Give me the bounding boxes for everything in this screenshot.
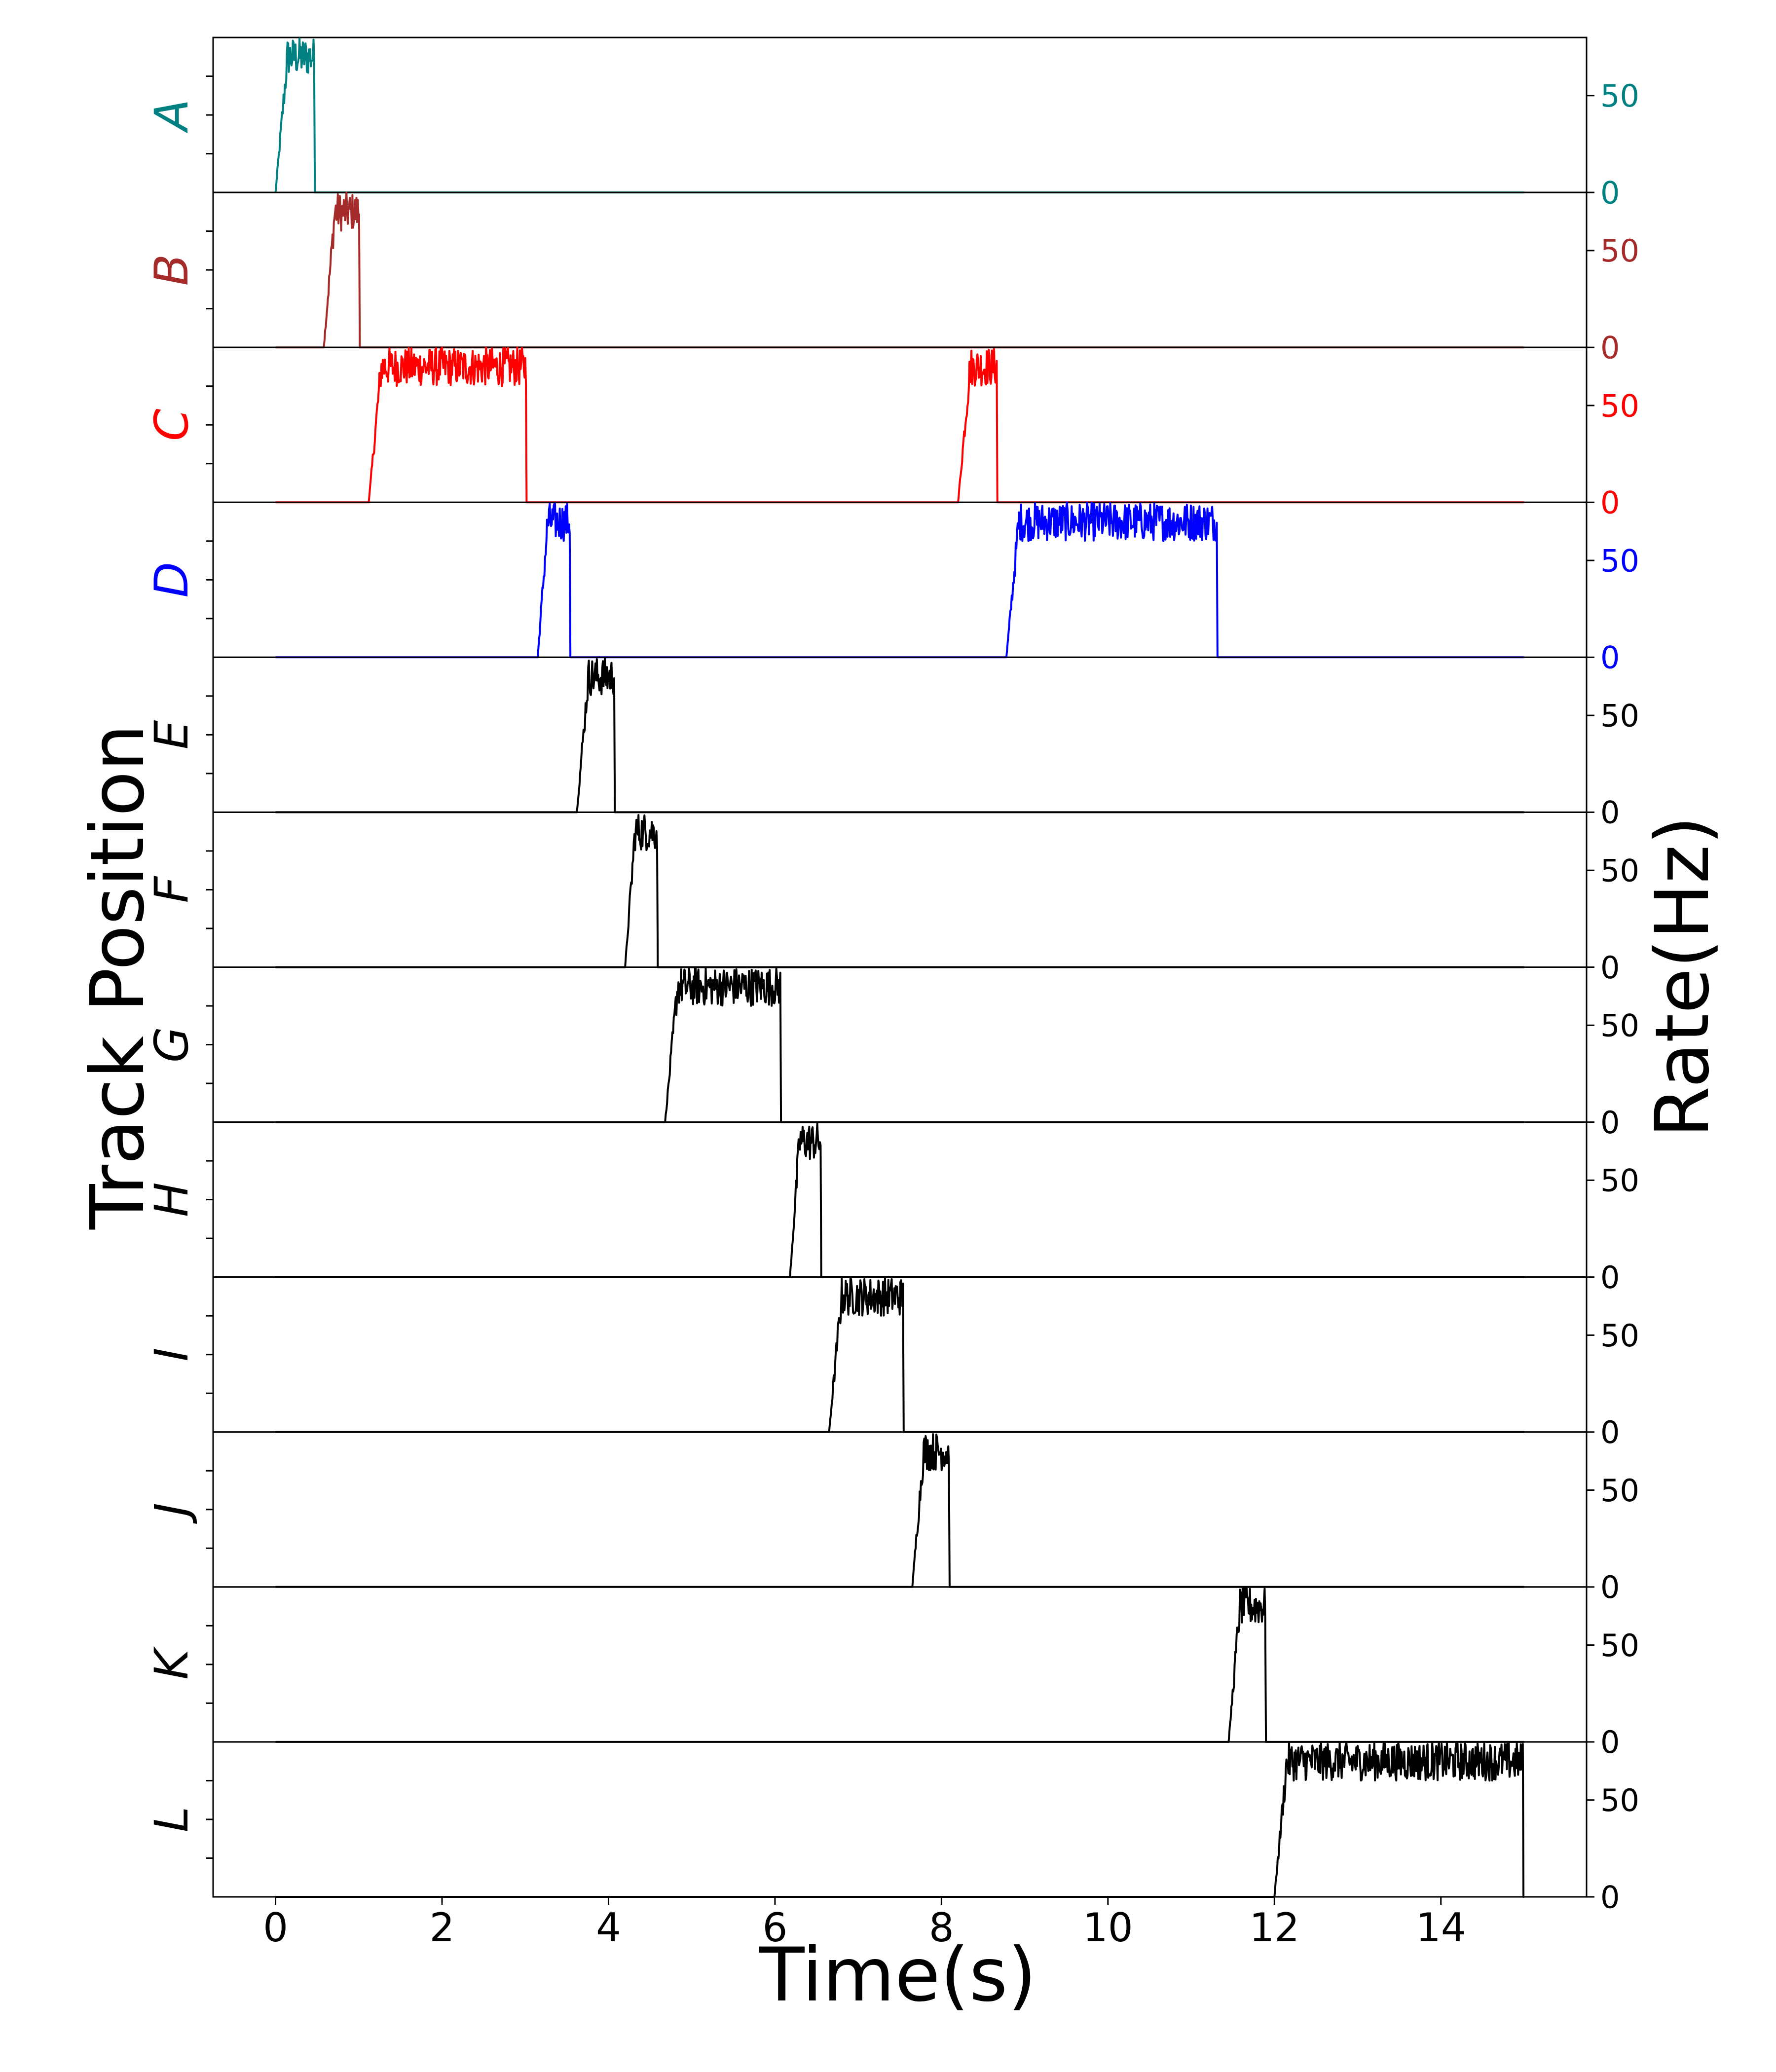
right-tick-label: 0 [1600,795,1620,831]
track-label: E [145,720,199,749]
track-label: J [145,1503,199,1524]
right-tick-label: 0 [1600,640,1620,676]
rate-trace [275,814,1524,968]
right-tick-label: 0 [1600,1569,1620,1605]
right-tick-label: 0 [1600,175,1620,211]
right-tick-label: 50 [1600,1628,1639,1664]
y-axis-right-label: Rate(Hz) [1640,816,1726,1138]
right-tick-label: 50 [1600,1473,1639,1509]
panel-frame [212,811,1588,968]
right-tick-label: 50 [1600,698,1639,734]
panel-B: B 0 50 [145,191,1639,366]
right-tick-label: 0 [1600,485,1620,521]
right-tick-label: 50 [1600,388,1639,424]
track-label: B [145,254,199,286]
right-tick-label: 50 [1600,78,1639,114]
panel-F: F 0 50 [145,811,1639,986]
rate-trace [274,37,1524,194]
panel-G: G 0 50 [145,966,1639,1141]
rate-trace [275,967,1524,1123]
panel-D: D 0 50 [145,501,1639,676]
right-tick-label: 50 [1600,1163,1639,1199]
y-axis-left-label: Track Position [75,724,161,1230]
track-label: L [145,1807,199,1832]
panel-frame [212,37,1588,193]
track-label: G [145,1027,199,1063]
panel-E: E 0 50 [145,656,1639,831]
track-label: C [145,408,199,441]
right-tick-label: 50 [1600,1782,1639,1818]
right-tick-label: 50 [1600,233,1639,269]
right-tick-label: 0 [1600,950,1620,986]
track-label: H [145,1182,199,1217]
panel-K: K 0 50 [145,1586,1639,1760]
rate-trace [275,501,1524,659]
track-label: A [145,99,199,133]
panel-C: C 0 50 [145,346,1639,521]
track-label: F [145,875,199,903]
rate-trace [275,1277,1524,1433]
panel-frame [212,191,1588,348]
right-tick-label: 0 [1600,1879,1620,1915]
panel-frame [212,1121,1588,1278]
x-axis-label: Time(s) [759,1932,1036,2018]
track-label: K [145,1646,199,1680]
right-tick-label: 0 [1600,330,1620,366]
right-tick-label: 50 [1600,1318,1639,1354]
track-label: I [145,1348,199,1362]
panel-frame [212,656,1588,813]
panel-frame [212,966,1588,1123]
x-tick-label: 2 [430,1905,455,1951]
panel-J: J 0 50 [145,1431,1639,1605]
rate-trace [275,1122,1524,1278]
x-tick-label: 0 [263,1905,288,1951]
right-tick-label: 50 [1600,543,1639,579]
panel-L: L 0 50 [145,1741,1639,1915]
panels: A 0 50 B 0 50 C 0 50 D 0 50 E 0 50 F 0 50 G 0 50 H 0 50 I 0 50 J 0 50… [145,37,1639,1915]
x-tick-label: 4 [596,1905,621,1951]
rate-trace [275,657,1524,814]
panel-I: I 0 50 [145,1276,1639,1450]
right-tick-label: 0 [1600,1105,1620,1141]
rate-trace [275,1586,1524,1743]
right-tick-label: 0 [1600,1724,1620,1760]
x-tick-label: 10 [1083,1905,1133,1951]
right-tick-label: 0 [1600,1414,1620,1450]
x-tick-label: 8 [929,1905,954,1951]
rate-trace [275,1433,1524,1588]
right-tick-label: 0 [1600,1259,1620,1295]
x-tick-label: 6 [762,1905,787,1951]
panel-frame [212,501,1588,658]
x-tick-label: 12 [1249,1905,1299,1951]
panel-A: A 0 50 [145,37,1639,211]
right-tick-label: 50 [1600,853,1639,889]
panel-frame [212,1431,1588,1588]
panel-H: H 0 50 [145,1121,1639,1295]
right-tick-label: 50 [1600,1008,1639,1044]
panel-frame [212,1586,1588,1743]
track-label: D [145,562,199,597]
rate-trace [275,191,1524,349]
x-axis: 0 2 4 6 8 10 12 14 [263,1897,1466,1951]
rate-trace [275,346,1524,504]
x-tick-label: 14 [1416,1905,1466,1951]
rate-trace [275,1741,1525,1898]
